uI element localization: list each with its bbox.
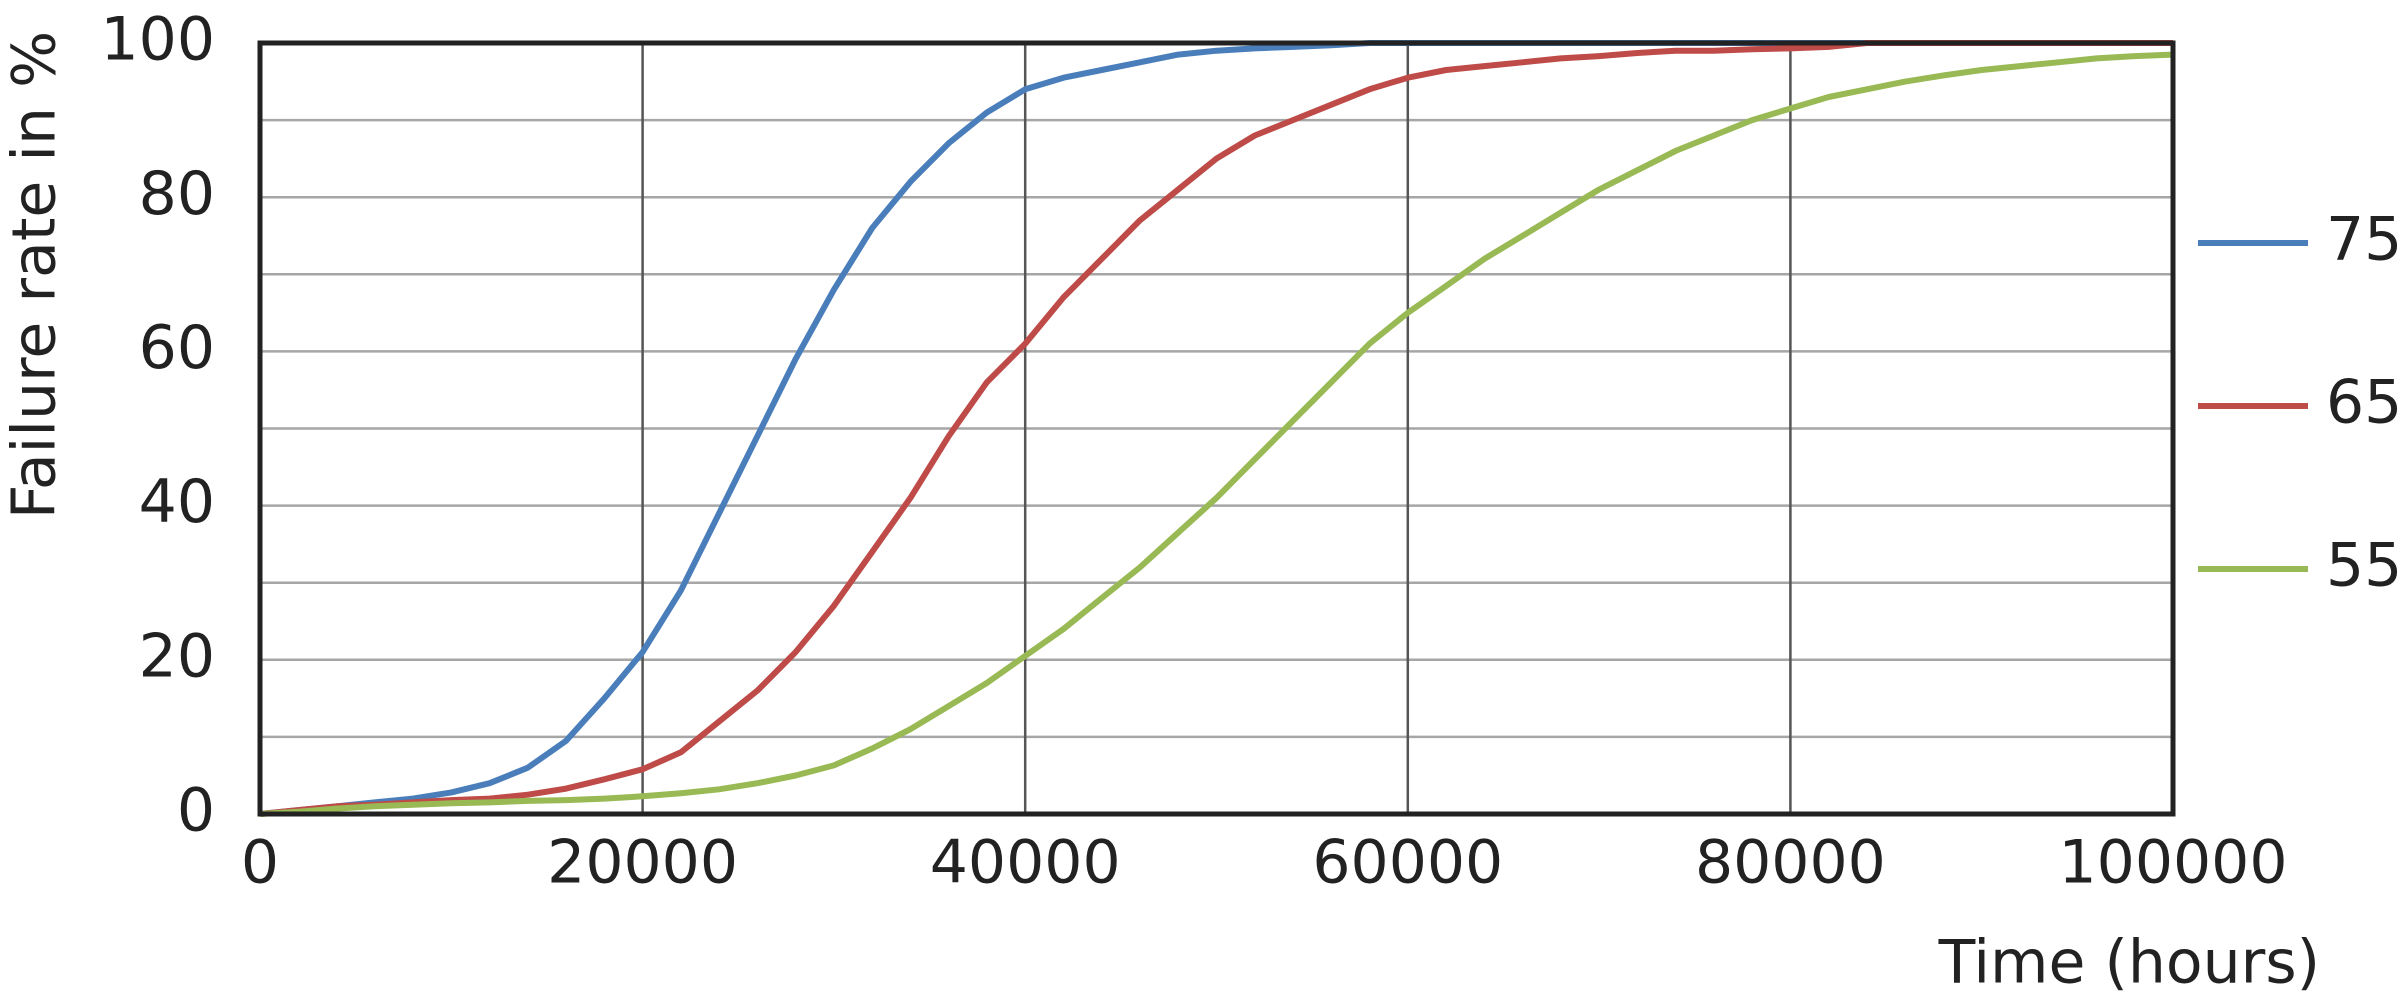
y-tick-label: 40 bbox=[139, 467, 215, 537]
y-tick-label: 0 bbox=[177, 776, 215, 846]
series-line bbox=[259, 51, 2174, 817]
legend-label: 55 bbox=[2326, 531, 2400, 601]
x-axis-label: Time (hours) bbox=[1938, 928, 2320, 998]
x-tick-label: 20000 bbox=[547, 828, 738, 898]
x-tick-label: 80000 bbox=[1695, 828, 1886, 898]
y-axis-label: Failure rate in % bbox=[0, 31, 70, 519]
y-tick-label: 60 bbox=[139, 313, 215, 383]
y-tick-label: 80 bbox=[139, 159, 215, 229]
x-tick-label: 40000 bbox=[930, 828, 1121, 898]
legend-label: 75 bbox=[2326, 205, 2400, 275]
plot-frame bbox=[257, 40, 2176, 817]
legend-label: 65 bbox=[2326, 368, 2400, 438]
y-tick-label: 100 bbox=[100, 5, 215, 75]
x-tick-label: 0 bbox=[241, 828, 279, 898]
y-tick-label: 20 bbox=[139, 621, 215, 691]
x-tick-label: 60000 bbox=[1312, 828, 1503, 898]
x-tick-label: 100000 bbox=[2058, 828, 2287, 898]
